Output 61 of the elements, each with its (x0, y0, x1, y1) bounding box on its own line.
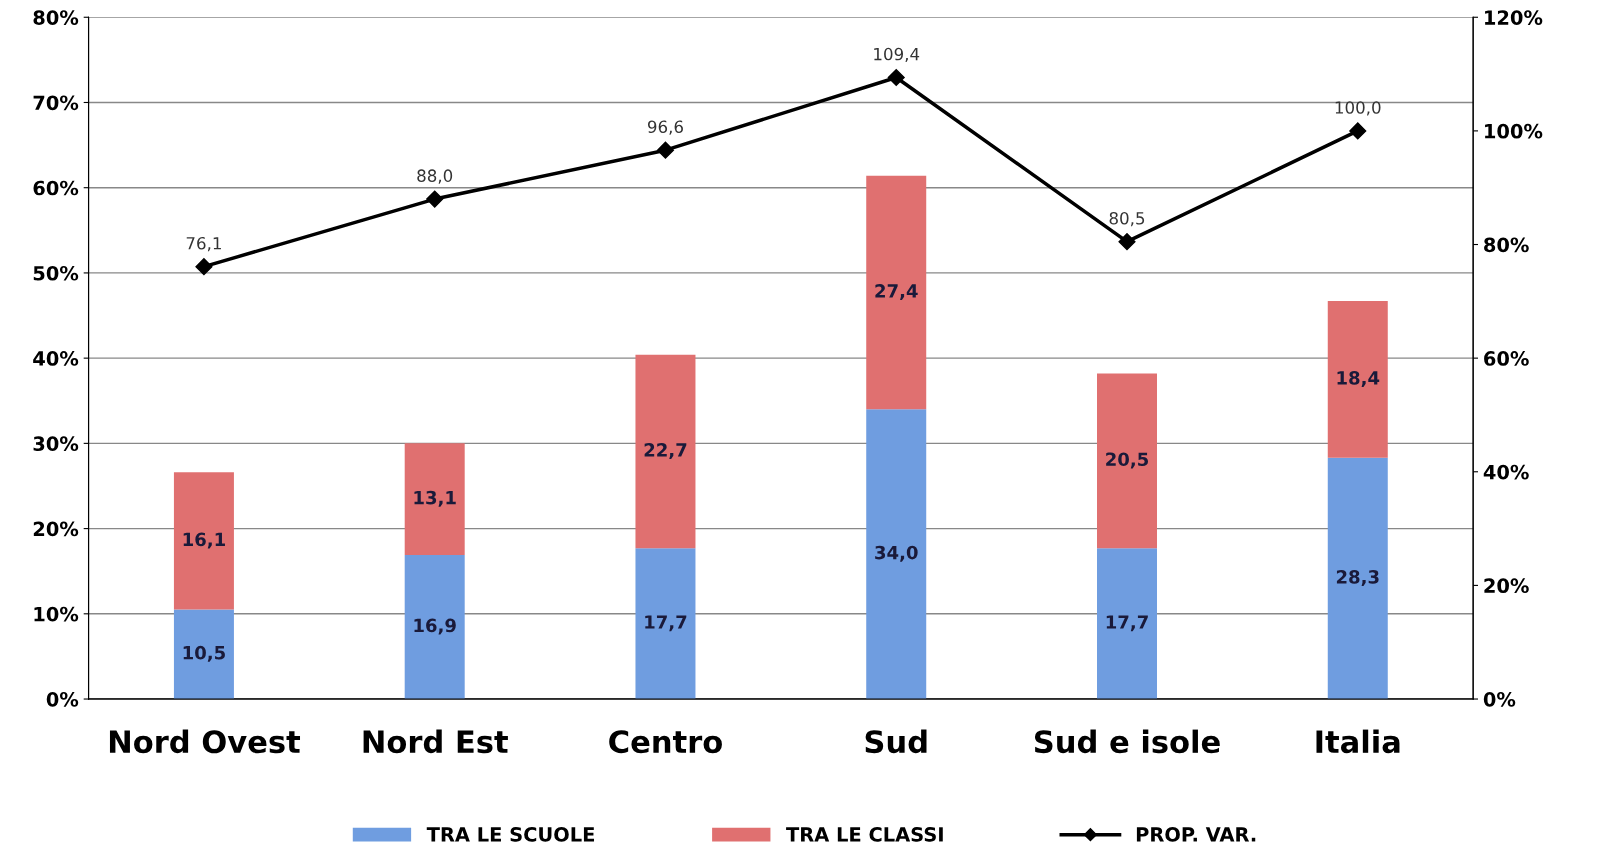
data-label: 96,6 (647, 120, 683, 135)
data-label: 88,0 (417, 169, 453, 184)
data-label: 80,5 (1109, 211, 1145, 227)
data-label: 22,7 (644, 443, 687, 460)
data-label: 16,1 (183, 532, 225, 549)
y-tick-label: 40% (33, 351, 79, 366)
point (1349, 122, 1367, 140)
y-tick-label: 80% (33, 10, 79, 25)
data-label: 100,0 (1335, 101, 1381, 116)
y-tick-label: 0% (46, 691, 79, 707)
x-tick-label: Italia (1316, 729, 1400, 754)
point (1118, 233, 1136, 251)
y2-tick-label: 0% (1483, 691, 1516, 707)
bar (1327, 457, 1388, 700)
point (426, 190, 444, 208)
bar (404, 443, 465, 556)
y-tick-label: 70% (33, 95, 79, 111)
point (195, 258, 213, 276)
data-label: 34,0 (875, 545, 918, 562)
data-label: 10,5 (183, 645, 225, 662)
y2-tick-label: 120% (1485, 10, 1543, 25)
bar (635, 354, 696, 549)
legend-label: PROP. VAR. (1136, 827, 1256, 842)
y2-tick-label: 80% (1484, 237, 1529, 253)
y-tick-label: 10% (34, 606, 79, 622)
x-tick-label: Nord Est (363, 729, 508, 754)
bar (866, 175, 927, 410)
bar (1097, 373, 1157, 549)
data-label: 76,1 (186, 236, 221, 252)
data-label: 17,7 (645, 615, 687, 632)
y2-tick-label: 20% (1484, 578, 1529, 594)
y-tick-label: 20% (33, 521, 79, 537)
x-tick-label: Sud e isole (1034, 729, 1220, 754)
bar (635, 548, 696, 700)
y2-tick-label: 60% (1484, 351, 1529, 366)
bar (1327, 301, 1388, 458)
x-tick-label: Centro (609, 730, 722, 754)
legend-label: TRA LE SCUOLE (426, 827, 595, 842)
data-label: 18,4 (1337, 371, 1380, 387)
y2-tick-label: 40% (1483, 464, 1529, 480)
y-tick-label: 50% (33, 265, 79, 281)
bar (173, 609, 234, 700)
bar (866, 409, 927, 700)
legend-label: TRA LE CLASSI (786, 827, 943, 842)
x-tick-label: Sud (865, 729, 927, 754)
data-label: 16,9 (414, 618, 456, 635)
y-tick-label: 60% (33, 180, 79, 196)
bar (1097, 548, 1157, 700)
point (887, 68, 905, 87)
y2-tick-label: 100% (1485, 123, 1543, 139)
data-label: 109,4 (874, 47, 920, 63)
data-label: 27,4 (875, 284, 918, 301)
x-tick-label: Nord Ovest (109, 729, 301, 754)
y-tick-label: 30% (33, 436, 79, 452)
bar (404, 555, 465, 700)
point (656, 141, 675, 159)
data-label: 28,3 (1336, 570, 1379, 586)
data-label: 20,5 (1106, 452, 1149, 469)
bar (173, 472, 234, 610)
data-label: 13,1 (414, 490, 456, 507)
data-label: 17,7 (1106, 615, 1148, 632)
